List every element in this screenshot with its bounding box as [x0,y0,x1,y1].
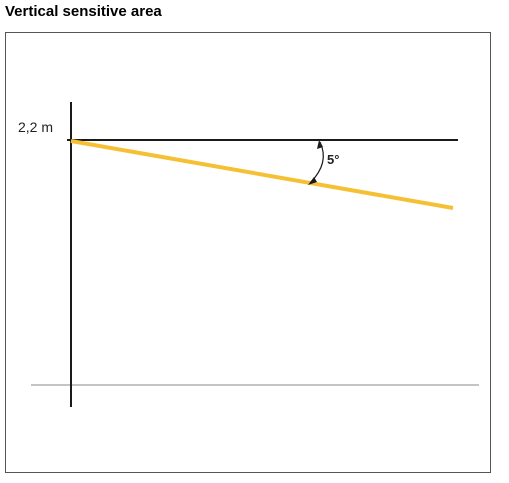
arc-arrowhead-top [317,140,323,149]
angle-label: 5° [327,152,339,167]
diagram-frame [5,32,491,473]
angle-arc [309,141,324,184]
height-label: 2,2 m [18,119,53,135]
sensitive-area-line [70,139,454,210]
page-title: Vertical sensitive area [5,3,162,20]
arc-arrowhead-bottom [308,177,317,185]
